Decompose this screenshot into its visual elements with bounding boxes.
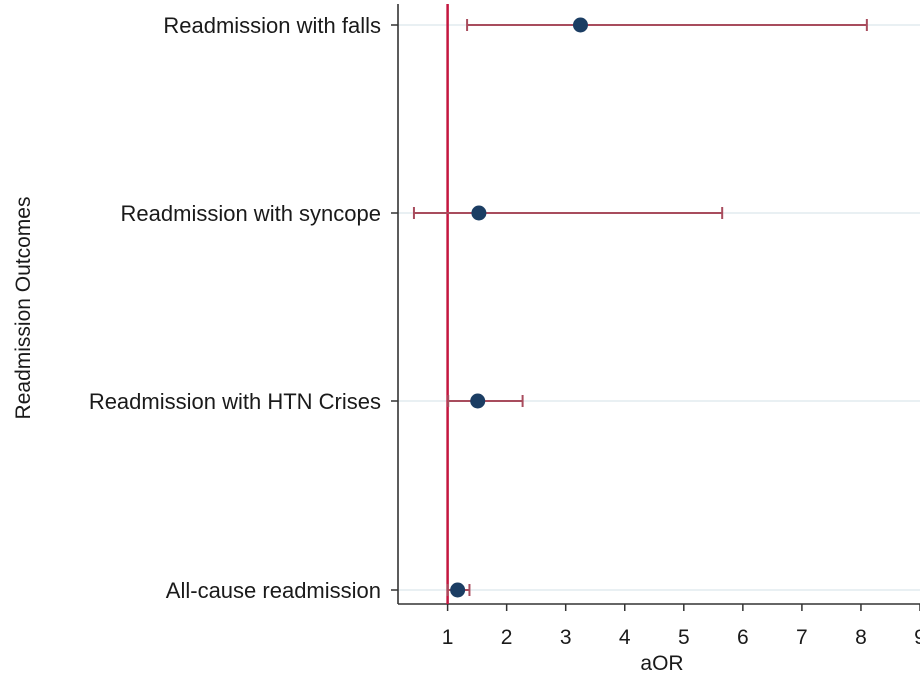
axes: Readmission with falls Readmission with s… — [89, 4, 920, 649]
gridlines — [398, 24, 920, 591]
point-estimate — [470, 393, 486, 409]
category-label: Readmission with syncope — [121, 201, 381, 226]
x-axis-title: aOR — [640, 652, 683, 673]
x-tick-label: 1 — [442, 626, 454, 649]
x-tick-label: 4 — [619, 626, 631, 649]
x-tick-label: 6 — [737, 626, 749, 649]
category-label: All-cause readmission — [166, 578, 381, 603]
point-estimate — [572, 17, 588, 33]
x-tick-label: 8 — [855, 626, 867, 649]
x-tick-label: 7 — [796, 626, 808, 649]
category-label: Readmission with HTN Crises — [89, 389, 381, 414]
marks — [412, 4, 868, 604]
point-estimate — [471, 205, 487, 221]
x-tick-label: 9 — [914, 626, 920, 649]
x-tick-label: 5 — [678, 626, 690, 649]
x-tick-label: 3 — [560, 626, 572, 649]
x-tick-label: 2 — [501, 626, 513, 649]
y-axis-title: Readmission Outcomes — [12, 197, 35, 420]
point-estimate — [450, 582, 466, 598]
category-label: Readmission with falls — [163, 13, 381, 38]
